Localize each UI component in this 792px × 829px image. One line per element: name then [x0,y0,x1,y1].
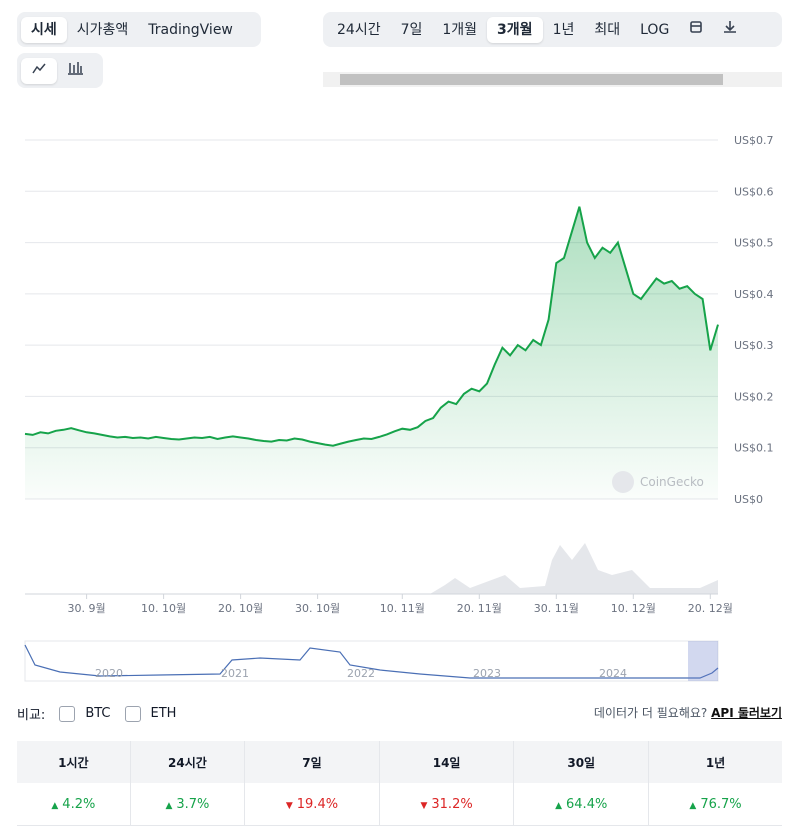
candle-chart-button[interactable] [57,58,93,84]
column-header: 14일 [379,741,515,783]
compare-label: 비교: [17,708,46,723]
y-tick-label: US$0.6 [734,185,774,198]
watermark: CoinGecko [640,475,704,489]
range-tabs: 24시간 7일 1개월 3개월 1년 최대 LOG [323,12,782,47]
column-header: 30일 [513,741,650,783]
price-area [25,206,718,499]
arrow-down: ▼ [285,800,293,811]
api-prompt: 데이터가 더 필요해요? API 둘러보기 [594,704,782,721]
change-table: 1시간 24시간 7일 14일 30일 1년 ▲ 4.2% ▲ 3.7% ▼ 19.4% ▼ 31.2% ▲… [17,741,782,826]
y-tick-label: US$0.4 [734,288,774,301]
checkbox[interactable] [59,705,76,722]
api-link[interactable]: API 둘러보기 [711,706,782,720]
prompt-text: 데이터가 더 필요해요? [593,706,708,720]
x-tick-label: 20. 12월 [688,602,733,615]
change-value: 4.2% [62,796,96,812]
range-tab[interactable]: 3개월 [487,16,543,43]
calendar-icon [690,20,703,33]
range-tab[interactable]: LOG [640,21,670,38]
y-tick-label: US$0.2 [734,390,774,403]
navigator-year: 2022 [347,667,375,680]
range-tab[interactable]: 1개월 [442,21,478,38]
scroll-thumb[interactable] [340,74,723,85]
line-chart-button[interactable] [21,57,57,84]
arrow-down: ▼ [420,800,428,811]
x-tick-label: 10. 11월 [380,602,425,615]
calendar-button[interactable] [679,17,713,43]
range-tab[interactable]: 최대 [594,21,621,38]
x-tick-label: 30. 9월 [68,602,106,615]
column-header: 7일 [244,741,380,783]
navigator-year: 2023 [473,667,501,680]
navigator[interactable] [24,640,719,682]
y-tick-label: US$0.5 [734,237,774,250]
change-value: 31.2% [431,796,473,812]
change-cell: ▲ 64.4% [513,783,650,826]
candle-icon [68,61,83,75]
arrow-up: ▲ [165,800,173,811]
view-tab[interactable]: TradingView [148,21,233,38]
change-cell: ▲ 4.2% [17,783,131,826]
x-tick-label: 20. 11월 [457,602,502,615]
download-button[interactable] [713,17,747,43]
chart: 2020 2021 2022 2023 2024 US$0 US$0.1 US$0.2 US$… [24,134,774,682]
change-value: 19.4% [296,796,339,812]
y-tick-label: US$0.1 [734,442,774,455]
y-tick-label: US$0.7 [734,134,774,147]
compare-option[interactable]: BTC [85,706,111,721]
data-row: ▲ 4.2% ▲ 3.7% ▼ 19.4% ▼ 31.2% ▲ 64.4% ▲ 76.7% [17,783,782,826]
range-tab[interactable]: 24시간 [337,21,381,38]
change-cell: ▼ 19.4% [244,783,380,826]
navigator-year: 2024 [599,667,627,680]
column-header: 1년 [648,741,782,783]
y-tick-label: US$0.3 [734,339,774,352]
change-value: 3.7% [176,796,210,812]
navigator-window[interactable] [688,641,718,681]
range-tab[interactable]: 7일 [400,21,423,38]
x-tick-label: 30. 10월 [295,602,340,615]
header-row: 1시간 24시간 7일 14일 30일 1년 [17,741,782,783]
arrow-up: ▲ [555,800,563,811]
view-tab[interactable]: 시세 [21,16,67,43]
x-tick-label: 20. 10월 [218,602,263,615]
change-cell: ▲ 3.7% [130,783,246,826]
x-tick-label: 30. 11월 [534,602,579,615]
view-tab[interactable]: 시가총액 [76,21,129,38]
watermark-logo [612,471,634,493]
column-header: 1시간 [17,741,131,783]
download-icon [724,20,737,33]
compare-option[interactable]: ETH [150,706,177,721]
price-line [24,206,719,447]
volume-area [25,543,718,594]
column-header: 24시간 [130,741,246,783]
change-value: 64.4% [566,796,608,812]
navigator-line [24,644,719,679]
x-tick-label: 10. 12월 [611,602,656,615]
chart-style-tabs [17,53,103,88]
compare-row: 비교: BTC ETH [17,704,176,723]
navigator-year: 2020 [95,667,123,680]
x-tick-label: 10. 10월 [141,602,186,615]
change-cell: ▲ 76.7% [648,783,782,826]
change-cell: ▼ 31.2% [379,783,515,826]
line-icon [32,63,46,73]
checkbox[interactable] [124,705,141,722]
view-tabs: 시세 시가총액 TradingView [17,12,261,47]
arrow-up: ▲ [51,800,59,811]
range-tab[interactable]: 1년 [552,21,575,38]
change-value: 76.7% [700,796,742,812]
y-tick-label: US$0 [734,493,763,506]
navigator-year: 2021 [221,667,249,680]
scrollbar[interactable] [323,72,782,87]
arrow-up: ▲ [689,800,697,811]
